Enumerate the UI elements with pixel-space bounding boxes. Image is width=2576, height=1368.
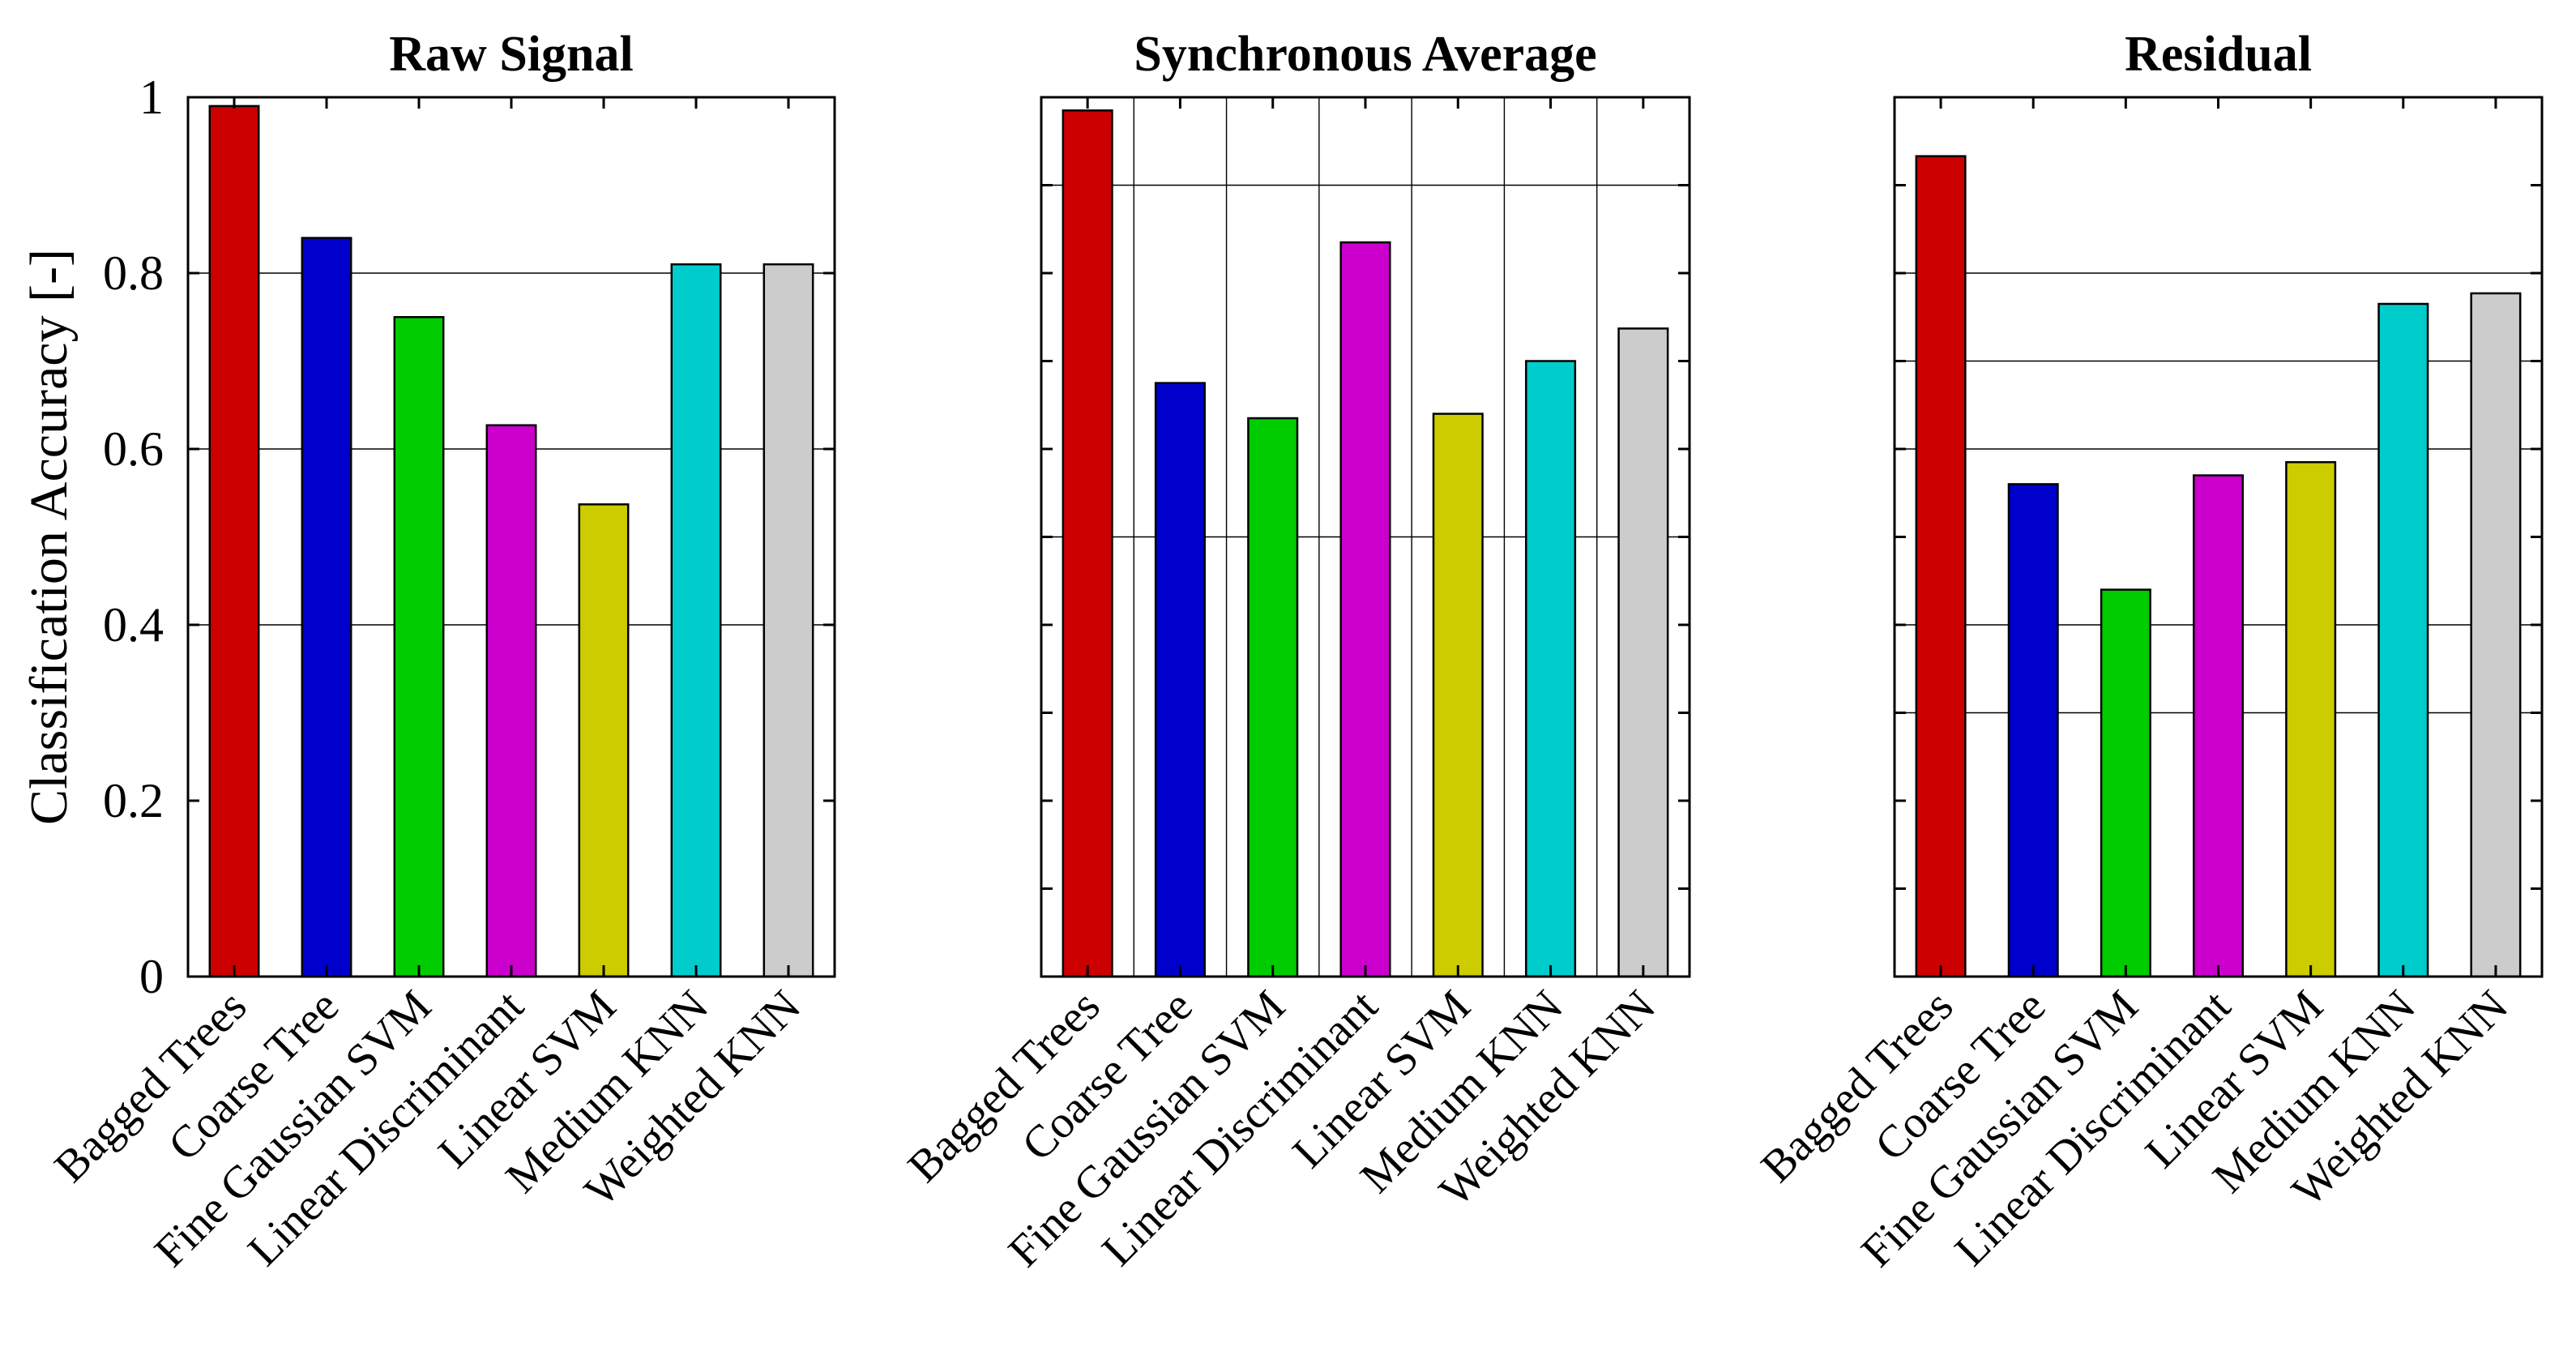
bar-linear-discriminant (2193, 474, 2244, 978)
y-tick-label: 0 (139, 950, 164, 1003)
bar-weighted-knn (1617, 327, 1669, 978)
y-tick-label: 1 (139, 71, 164, 124)
bar-medium-knn (670, 263, 722, 978)
bar-fine-gaussian-svm (1247, 417, 1299, 978)
bar-coarse-tree (2007, 483, 2059, 978)
bar-fine-gaussian-svm (393, 316, 445, 978)
y-axis-label: Classification Accuracy [-] (19, 249, 79, 825)
bar-medium-knn (2377, 302, 2429, 978)
bar-linear-svm (1432, 413, 1484, 978)
bar-coarse-tree (1154, 382, 1206, 978)
bar-weighted-knn (763, 263, 814, 978)
bar-weighted-knn (2470, 292, 2522, 978)
bar-linear-svm (578, 503, 630, 978)
bar-coarse-tree (301, 237, 352, 978)
bar-linear-discriminant (1339, 241, 1391, 978)
bar-linear-svm (2285, 461, 2337, 978)
chart-title: Raw Signal (389, 27, 633, 82)
chart-title: Synchronous Average (1134, 27, 1596, 82)
y-tick-label: 0.6 (103, 422, 164, 476)
chart-title: Residual (2125, 27, 2312, 82)
bar-bagged-trees (208, 105, 260, 978)
y-tick-label: 0.4 (103, 598, 164, 652)
bar-bagged-trees (1062, 109, 1113, 978)
y-tick-label: 0.8 (103, 246, 164, 300)
bar-fine-gaussian-svm (2100, 588, 2151, 978)
bar-linear-discriminant (485, 424, 537, 978)
y-tick-label: 0.2 (103, 774, 164, 827)
bar-bagged-trees (1915, 155, 1967, 978)
bar-medium-knn (1525, 360, 1577, 978)
